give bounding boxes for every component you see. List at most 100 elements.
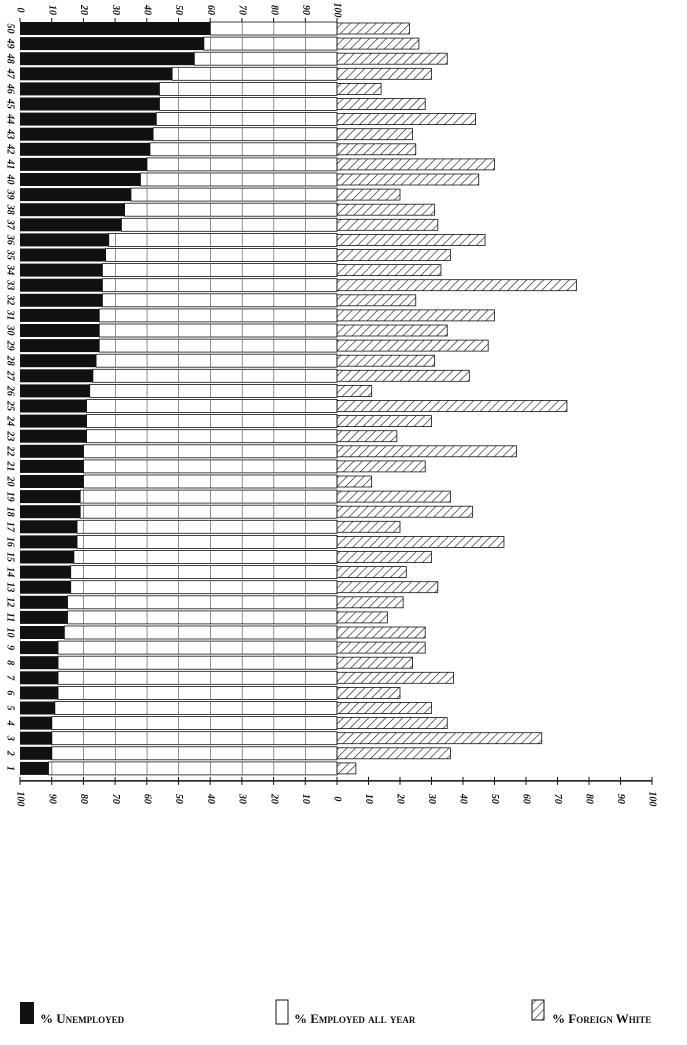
unemployed-bar [20, 173, 141, 186]
employed-bar [155, 112, 338, 126]
row-label: 46 [5, 83, 16, 94]
foreign-bar [336, 400, 568, 412]
foreign-bar [336, 551, 432, 563]
employed-bar [83, 474, 338, 489]
row-label: 28 [5, 355, 16, 366]
row-label: 15 [5, 552, 16, 562]
foreign-bar [336, 475, 373, 488]
foreign-bar [336, 611, 388, 624]
row-label: 26 [5, 385, 16, 396]
unemployed-bar [20, 248, 106, 262]
row-label: 11 [5, 613, 16, 622]
row-label: 48 [5, 53, 16, 64]
employed-bar [130, 187, 338, 202]
x3-tick-label: 40 [458, 793, 469, 804]
unemployed-bar [20, 716, 52, 730]
x-tick-label: 30 [110, 4, 121, 15]
unemployed-bar [20, 610, 68, 624]
unemployed-bar [20, 520, 78, 534]
unemployed-bar [20, 595, 68, 609]
foreign-bar [336, 536, 505, 548]
unemployed-bar [20, 308, 100, 322]
row-label: 43 [5, 128, 16, 139]
foreign-bar [336, 490, 451, 503]
employed-bar [79, 489, 338, 504]
row-label: 5 [5, 706, 16, 711]
employed-bar [51, 716, 338, 730]
row-label: 39 [5, 189, 16, 200]
employed-bar [51, 746, 338, 761]
foreign-bar [336, 641, 426, 654]
row-label: 47 [5, 68, 16, 80]
x3-tick-label: 60 [521, 794, 532, 804]
employed-bar [83, 459, 338, 474]
employed-bar [171, 66, 338, 81]
x3-tick-label: 10 [363, 794, 374, 804]
foreign-bar [336, 67, 432, 80]
employed-bar [83, 444, 338, 459]
foreign-bar [336, 52, 448, 65]
employed-bar [209, 21, 338, 36]
legend-swatch [275, 999, 289, 1025]
x3-tick-label: 80 [584, 794, 595, 804]
unemployed-bar [20, 505, 81, 519]
row-label: 29 [5, 340, 16, 351]
row-label: 3 [5, 735, 16, 741]
unemployed-bar [20, 97, 160, 111]
employed-bar [159, 97, 338, 111]
row-label: 40 [5, 174, 16, 185]
foreign-bar [336, 430, 398, 443]
row-label: 17 [5, 522, 16, 533]
foreign-bar [336, 505, 473, 518]
x-tick-label: 80 [268, 5, 279, 15]
employed-bar [67, 610, 338, 625]
x-tick-label: 20 [78, 4, 89, 15]
x-tick-label: 40 [142, 4, 153, 15]
employed-bar [48, 761, 338, 776]
foreign-bar [336, 732, 543, 745]
row-label: 12 [5, 597, 16, 607]
unemployed-bar [20, 686, 59, 700]
row-label: 16 [5, 537, 16, 547]
foreign-bar [336, 626, 426, 639]
unemployed-bar [20, 746, 52, 760]
unemployed-bar [20, 414, 87, 428]
x2-tick-label: 90 [46, 794, 57, 804]
foreign-bar [336, 702, 432, 714]
unemployed-bar [20, 203, 125, 217]
unemployed-bar [20, 22, 211, 35]
foreign-bar [336, 143, 417, 156]
employed-bar [57, 686, 338, 700]
unemployed-bar [20, 671, 59, 685]
row-label: 20 [5, 476, 16, 487]
row-label: 13 [5, 582, 16, 592]
unemployed-bar [20, 263, 103, 277]
x2-tick-label: 50 [173, 794, 184, 804]
unemployed-bar [20, 641, 59, 655]
unemployed-bar [20, 112, 157, 126]
unemployed-bar [20, 293, 103, 307]
employed-bar [86, 414, 338, 429]
x2-tick-label: 30 [237, 793, 248, 804]
x-tick-label: 90 [300, 5, 311, 15]
employed-bar [67, 595, 338, 610]
unemployed-bar [20, 339, 100, 353]
x-tick-label: 100 [332, 3, 343, 18]
x2-tick-label: 20 [268, 793, 279, 804]
unemployed-bar [20, 550, 74, 564]
employed-bar [98, 308, 338, 323]
x3-tick-label: 90 [615, 794, 626, 804]
row-label: 2 [5, 750, 16, 756]
unemployed-bar [20, 626, 65, 639]
x2-tick-label: 60 [142, 794, 153, 804]
employed-bar [98, 323, 338, 338]
employed-bar [102, 293, 338, 308]
foreign-bar [336, 384, 373, 397]
foreign-bar [336, 596, 404, 609]
employed-bar [146, 157, 338, 172]
unemployed-bar [20, 444, 84, 458]
unemployed-bar [20, 82, 160, 96]
foreign-bar [336, 203, 436, 216]
employed-bar [76, 519, 338, 534]
